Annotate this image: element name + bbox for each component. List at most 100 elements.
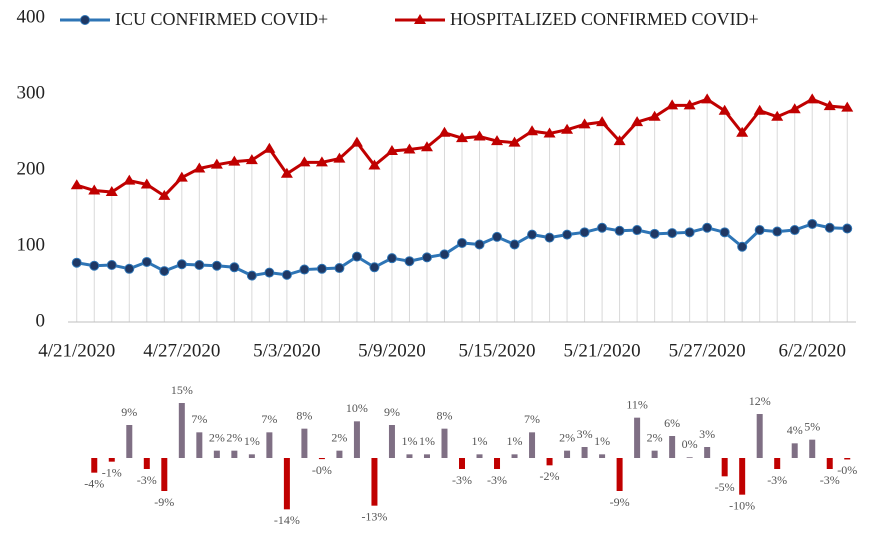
marker [263, 142, 276, 153]
data-label: 9% [384, 405, 400, 419]
marker [754, 225, 765, 236]
marker [175, 171, 188, 182]
y-tick-label: 300 [17, 82, 46, 103]
marker [597, 222, 608, 233]
x-tick-label: 6/2/2020 [778, 340, 846, 361]
x-tick-label: 5/15/2020 [458, 340, 535, 361]
data-label: 15% [171, 383, 193, 397]
marker [491, 135, 504, 146]
marker [771, 110, 784, 121]
marker [474, 239, 485, 250]
marker [579, 227, 590, 238]
marker [159, 266, 170, 277]
data-label: 1% [419, 434, 435, 448]
marker [280, 167, 293, 178]
data-label: 8% [436, 408, 452, 422]
bar [809, 439, 816, 458]
marker [807, 218, 818, 229]
marker [386, 253, 397, 264]
marker [369, 262, 380, 273]
marker [299, 264, 310, 275]
legend-marker [414, 14, 426, 24]
marker [228, 155, 241, 166]
marker [141, 256, 152, 267]
marker [70, 179, 83, 190]
data-label: -0% [312, 463, 332, 477]
bar [91, 458, 98, 473]
marker [106, 260, 117, 270]
marker [140, 178, 153, 189]
marker [841, 101, 854, 112]
marker [193, 162, 206, 173]
marker [596, 116, 609, 127]
data-label: -9% [610, 495, 630, 509]
data-label: 1% [244, 434, 260, 448]
data-label: -5% [715, 480, 735, 494]
bar [511, 454, 518, 458]
data-label: -3% [820, 473, 840, 487]
marker [89, 260, 100, 271]
marker [666, 99, 679, 110]
bar [283, 458, 290, 510]
data-label: -3% [767, 473, 787, 487]
marker [718, 104, 731, 115]
x-tick-label: 4/27/2020 [143, 340, 220, 361]
y-tick-label: 100 [17, 234, 46, 255]
marker [736, 126, 749, 137]
marker [88, 184, 101, 195]
y-tick-label: 400 [17, 6, 46, 27]
marker [789, 225, 800, 236]
data-label: 1% [594, 434, 610, 448]
data-label: 2% [559, 430, 575, 444]
bar [476, 454, 483, 458]
y-tick-label: 0 [36, 310, 46, 331]
data-label: -9% [154, 495, 174, 509]
marker [245, 154, 258, 165]
data-label: 2% [647, 430, 663, 444]
bar [213, 450, 220, 458]
marker [246, 270, 257, 281]
data-label: 1% [472, 434, 488, 448]
bar [844, 458, 851, 460]
bar [423, 454, 430, 458]
bar [774, 458, 781, 469]
bar [669, 436, 676, 458]
data-label: 4% [787, 423, 803, 437]
marker [526, 125, 539, 136]
marker [71, 257, 82, 268]
marker [701, 93, 714, 104]
data-label: 10% [346, 401, 368, 415]
bar [546, 458, 553, 466]
marker [315, 156, 328, 167]
data-label: 2% [226, 430, 242, 444]
legend-marker [80, 15, 90, 25]
marker [210, 158, 223, 169]
marker [350, 136, 363, 147]
bar [494, 458, 501, 469]
bar [616, 458, 623, 491]
data-label: 3% [577, 427, 593, 441]
data-label: -3% [137, 473, 157, 487]
marker [508, 136, 521, 147]
x-tick-label: 4/21/2020 [38, 340, 115, 361]
bar [318, 458, 325, 460]
marker [421, 252, 432, 263]
bar [388, 425, 395, 458]
legend-label: HOSPITALIZED CONFIRMED COVID+ [450, 9, 759, 29]
marker [158, 189, 171, 200]
data-label: 2% [331, 430, 347, 444]
bar [686, 457, 693, 458]
marker [456, 132, 468, 143]
bar [459, 458, 465, 469]
marker [683, 99, 696, 110]
x-tick-label: 5/9/2020 [358, 340, 426, 361]
bar [406, 454, 413, 458]
marker [632, 225, 643, 236]
marker [649, 228, 660, 239]
data-label: -0% [837, 463, 857, 477]
data-label: -4% [84, 476, 104, 490]
bar [248, 454, 255, 458]
bar [826, 458, 833, 469]
bar [441, 428, 448, 458]
